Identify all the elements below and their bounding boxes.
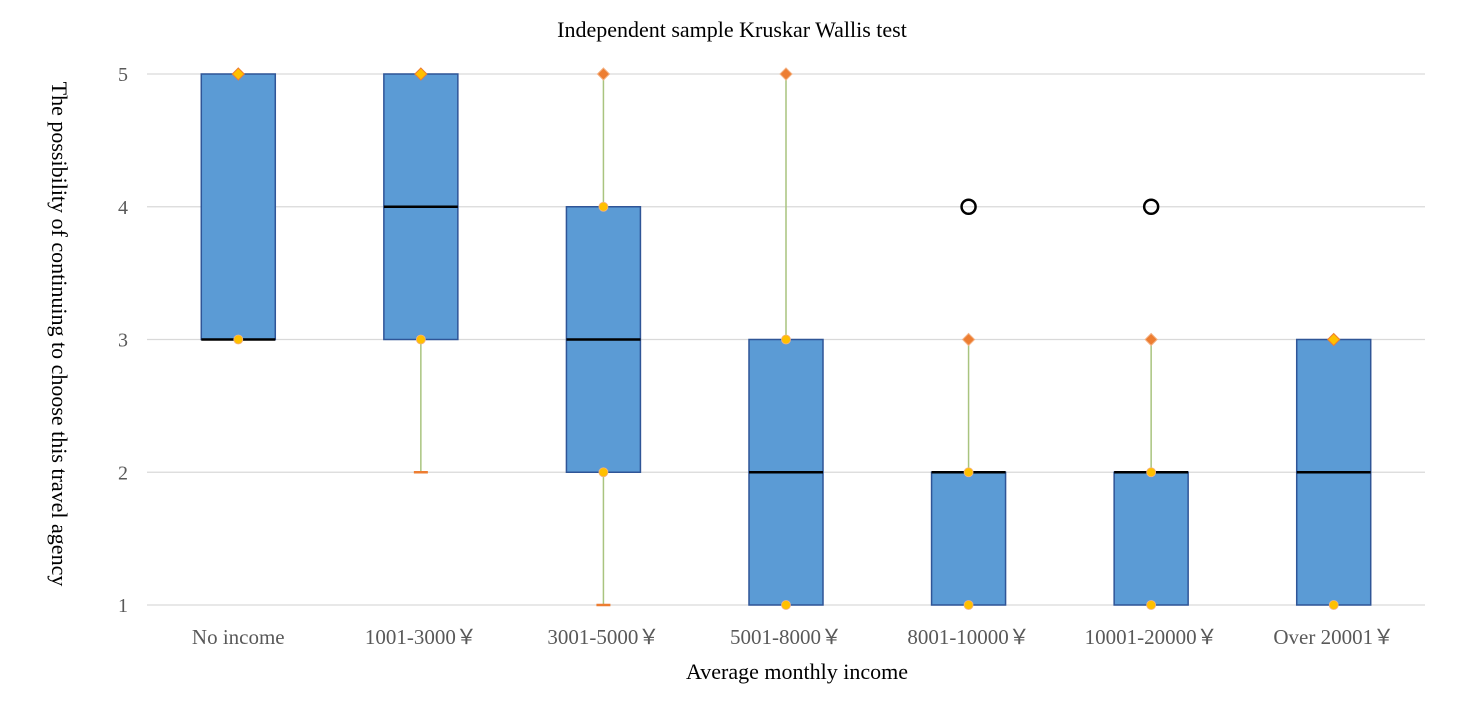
x-tick-label: 5001-8000￥ [730,625,842,649]
max-marker [414,67,428,81]
y-tick-label: 5 [118,64,128,86]
q1-marker [781,600,791,610]
y-axis-ticks: 1 2 3 4 5 [118,64,128,617]
box [1113,471,1189,606]
x-tick-label: 1001-3000￥ [365,625,477,649]
q3-marker [963,467,974,478]
box [200,73,277,341]
x-tick-label: 3001-5000￥ [547,625,659,649]
x-tick-label: No income [192,625,285,649]
boxes [200,73,1372,606]
x-axis-ticks: No income 1001-3000￥ 3001-5000￥ 5001-8000￥ 8… [192,625,1394,649]
q1-marker [1328,600,1339,610]
outlier-point [1142,198,1160,215]
q1-marker [963,600,974,610]
outlier-point [960,198,977,215]
box [930,471,1007,606]
q1-marker [598,467,609,478]
x-axis-label: Average monthly income [686,659,908,684]
q3-marker [1146,467,1157,478]
y-axis-label: The possibility of continuing to choose … [47,82,72,587]
max-marker [231,67,245,81]
max-marker [596,67,611,81]
y-tick-label: 4 [118,197,128,219]
max-marker [961,332,976,347]
y-tick-label: 1 [118,595,128,617]
x-tick-label: Over 20001￥ [1273,625,1394,649]
x-tick-label: 8001-10000￥ [907,625,1030,649]
y-tick-label: 3 [118,330,128,352]
q1-marker [1146,600,1157,610]
max-marker [1144,332,1158,347]
y-tick-label: 2 [118,462,128,484]
max-marker [779,67,793,81]
markers [231,67,1341,610]
x-tick-label: 10001-20000￥ [1085,625,1218,649]
chart-title: Independent sample Kruskar Wallis test [557,17,907,42]
whiskers [413,74,1152,607]
q3-marker [598,201,609,212]
q1-marker [233,334,244,345]
max-marker [1327,332,1341,347]
q3-marker [781,334,791,345]
q1-marker [415,334,426,345]
